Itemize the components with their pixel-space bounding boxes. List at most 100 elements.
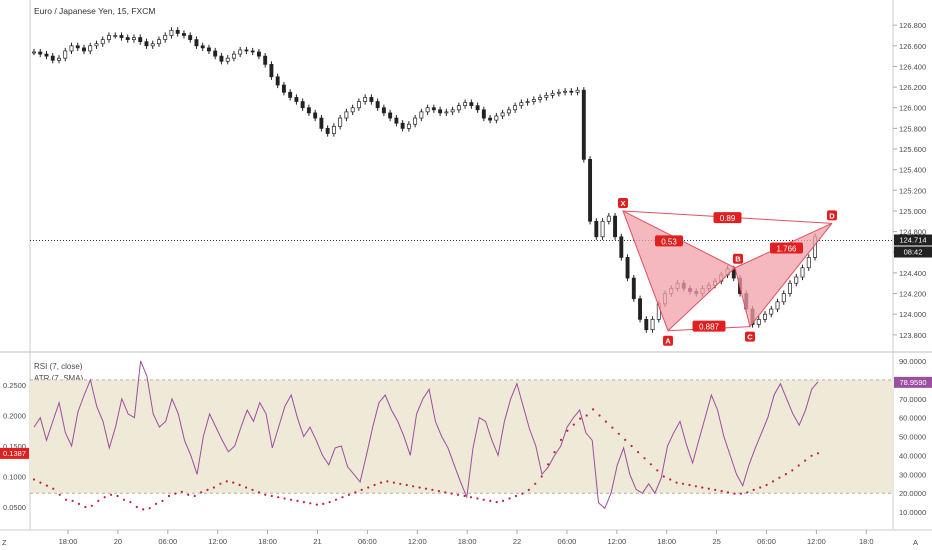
candle-body — [438, 109, 443, 114]
candle-body — [344, 111, 349, 119]
candle-body — [644, 319, 649, 331]
time-tick-label: 06:00 — [158, 537, 177, 546]
candle-body — [338, 117, 343, 127]
candle-body — [613, 215, 618, 238]
atr-dot — [354, 491, 357, 494]
candle-body — [631, 277, 636, 300]
candle-body — [125, 37, 130, 40]
candle-body — [469, 102, 474, 107]
candle-body — [238, 49, 243, 55]
atr-dot — [212, 486, 215, 489]
time-tick-label: 18:0 — [859, 537, 874, 546]
candle-body — [319, 117, 324, 129]
atr-dot — [52, 487, 55, 490]
candle-body — [369, 97, 374, 102]
atr-dot — [476, 497, 479, 500]
atr-dot — [58, 493, 61, 496]
candle-body — [294, 97, 299, 102]
atr-dot — [771, 480, 775, 483]
candle-body — [313, 112, 318, 119]
atr-dot — [495, 501, 498, 504]
atr-dot — [161, 499, 164, 502]
rsi-value-badge: 78.9590 — [899, 378, 926, 387]
atr-dot — [431, 488, 434, 491]
atr-dot — [592, 408, 595, 411]
rsi-label: RSI (7, close) — [34, 362, 83, 371]
price-tick-label: 124.200 — [899, 290, 926, 299]
atr-dot — [572, 423, 575, 426]
candle-body — [544, 95, 549, 98]
atr-dot — [90, 504, 93, 507]
atr-dot — [392, 481, 395, 484]
pattern-ratio-badge — [713, 212, 742, 224]
atr-dot — [193, 494, 196, 498]
atr-dot — [379, 481, 383, 484]
atr-dot — [765, 483, 768, 487]
candle-body — [525, 101, 530, 103]
candle-body — [219, 55, 224, 62]
atr-tick-label: 0.0500 — [3, 503, 26, 512]
atr-dot — [206, 488, 209, 491]
atr-dot — [746, 491, 749, 494]
candle-body — [494, 115, 499, 121]
time-tick-label: 18:00 — [59, 537, 78, 546]
atr-dot — [681, 482, 685, 485]
candle-body — [244, 49, 249, 52]
candle-body — [138, 37, 143, 43]
chart-title: Euro / Japanese Yen, 15, FXCM — [34, 6, 155, 16]
atr-dot — [386, 480, 389, 483]
pattern-point-label: D — [829, 211, 835, 220]
price-tick-label: 126.600 — [899, 42, 926, 51]
candle-body — [375, 101, 380, 109]
atr-dot — [604, 420, 608, 423]
candle-body — [275, 76, 280, 86]
atr-dot — [341, 496, 344, 499]
candle-body — [500, 112, 505, 117]
candle-body — [250, 50, 255, 53]
candle-body — [206, 47, 211, 52]
footer-right-mark[interactable]: A — [913, 538, 918, 547]
candle-body — [794, 276, 799, 284]
rsi-tick-label: 40.0000 — [899, 451, 926, 460]
atr-dot — [598, 414, 601, 417]
price-tick-label: 124.400 — [899, 269, 926, 278]
atr-dot — [752, 488, 755, 491]
candle-body — [107, 35, 111, 40]
candle-body — [75, 45, 80, 49]
candle-body — [588, 159, 593, 222]
atr-dot — [45, 484, 49, 487]
candle-body — [100, 39, 105, 45]
footer-left-mark[interactable]: Z — [2, 538, 7, 547]
candle-body — [788, 282, 792, 294]
atr-dot — [399, 482, 402, 485]
atr-dot — [219, 482, 222, 485]
candle-body — [769, 308, 774, 315]
atr-dot — [200, 491, 203, 494]
price-tick-label: 125.600 — [899, 145, 926, 154]
atr-dot — [418, 486, 421, 489]
candle-body — [425, 107, 430, 113]
candle-body — [450, 109, 455, 113]
atr-dot — [225, 480, 228, 483]
candle-body — [356, 101, 361, 109]
atr-dot — [289, 498, 293, 501]
candle-body — [63, 50, 68, 59]
candle-body — [150, 43, 155, 47]
atr-dot — [180, 490, 183, 493]
atr-series — [32, 408, 820, 511]
atr-dot — [444, 491, 447, 494]
atr-dot — [726, 491, 730, 494]
atr-dot — [84, 505, 87, 509]
pattern-ratio-badge — [655, 235, 683, 247]
atr-dot — [32, 478, 36, 481]
atr-dot — [322, 502, 325, 505]
candle-body — [188, 35, 193, 40]
countdown-badge: 08:42 — [904, 247, 923, 256]
atr-dot — [424, 487, 428, 490]
atr-dot — [77, 502, 81, 505]
atr-dot — [514, 494, 518, 498]
atr-dot — [656, 469, 659, 472]
atr-dot — [167, 494, 171, 498]
atr-dot — [662, 475, 665, 478]
